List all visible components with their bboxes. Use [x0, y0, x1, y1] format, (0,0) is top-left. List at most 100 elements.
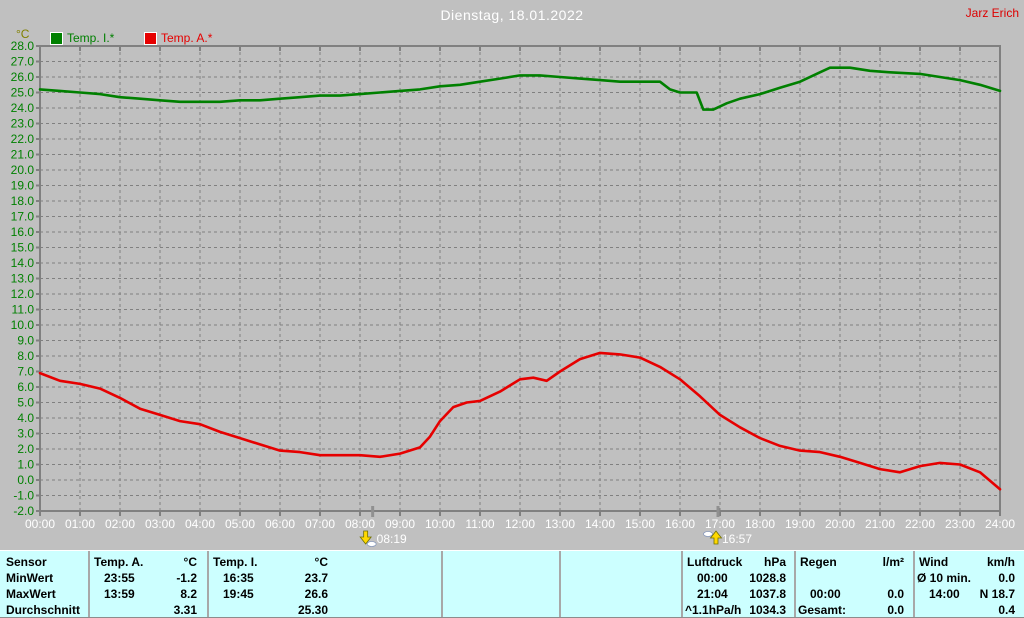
temperature-line-chart: 28.0 27.026.0 25.024.0 23.022.0 21.020.0 19.0…	[11, 39, 1015, 547]
x-tick-label: 18:00	[745, 517, 775, 531]
row-label-maxwert: MaxWert	[6, 587, 56, 601]
x-tick-label: 21:00	[865, 517, 895, 531]
table-row-labels-column: Sensor MinWert MaxWert Durchschnitt	[6, 551, 86, 617]
y-tick-label: 11.0	[12, 303, 35, 317]
y-tick-label: 20.0	[11, 163, 35, 177]
sun-icon	[703, 531, 713, 537]
regen-unit: l/m²	[882, 555, 904, 569]
temp-a-header: Temp. A.	[94, 555, 144, 569]
luftdruck-min-time: 00:00	[697, 571, 728, 585]
y-tick-label: 4.0	[17, 411, 34, 425]
row-label-minwert: MinWert	[6, 571, 54, 585]
y-tick-label: 28.0	[11, 39, 35, 53]
sun-marker-time: 16:57	[722, 532, 752, 546]
y-tick-label: 3.0	[17, 427, 34, 441]
y-tick-label: 21.0	[11, 148, 35, 162]
luftdruck-header: Luftdruck	[687, 555, 743, 569]
y-tick-label: 2.0	[17, 442, 34, 456]
y-tick-label: -2.0	[13, 504, 34, 518]
page-title: Dienstag, 18.01.2022	[440, 7, 584, 23]
luftdruck-min-value: 1028.8	[749, 571, 786, 585]
y-tick-label: 26.0	[11, 70, 35, 84]
temp-i-unit: °C	[314, 555, 328, 569]
table-separator	[441, 551, 443, 617]
temp-i-header: Temp. I.	[213, 555, 258, 569]
x-tick-label: 20:00	[825, 517, 855, 531]
table-column-wind: Wind km/h Ø 10 min. 0.0 14:00 N 18.7 0.4	[915, 551, 1020, 617]
luftdruck-current-value: 1034.3	[749, 603, 786, 617]
wind-header: Wind	[919, 555, 949, 569]
x-tick-label: 19:00	[785, 517, 815, 531]
luftdruck-unit: hPa	[763, 555, 786, 569]
x-tick-label: 03:00	[145, 517, 175, 531]
y-tick-label: 23.0	[11, 117, 35, 131]
regen-header: Regen	[800, 555, 837, 569]
wind-current-value: 0.4	[998, 603, 1015, 617]
x-tick-label: 15:00	[625, 517, 655, 531]
luftdruck-trend-label: ^1.1hPa/h	[685, 603, 742, 617]
y-tick-label: 7.0	[17, 365, 34, 379]
stats-table: Sensor MinWert MaxWert Durchschnitt Temp…	[0, 550, 1024, 618]
y-tick-label: 16.0	[11, 225, 35, 239]
x-tick-label: 06:00	[265, 517, 295, 531]
y-tick-label: 22.0	[11, 132, 35, 146]
regen-time: 00:00	[810, 587, 841, 601]
sun-marker-time: 08:19	[377, 532, 407, 546]
y-tick-label: -1.0	[13, 489, 34, 503]
x-tick-label: 08:00	[345, 517, 375, 531]
temp-i-max-time: 19:45	[223, 587, 254, 601]
temp-a-line	[38, 351, 1002, 491]
wind-max-time: 14:00	[929, 587, 960, 601]
luftdruck-max-value: 1037.8	[749, 587, 786, 601]
x-tick-label: 11:00	[465, 517, 494, 531]
legend-label-temp-a: Temp. A.*	[161, 31, 213, 45]
row-label-sensor: Sensor	[6, 555, 47, 569]
table-column-regen: Regen l/m² 00:00 0.0 Gesamt: 0.0	[796, 551, 909, 617]
legend-item-temp-a: Temp. A.*	[144, 31, 213, 45]
temp-i-max-value: 26.6	[304, 587, 328, 601]
y-tick-label: 25.0	[11, 86, 35, 100]
table-separator	[794, 551, 796, 617]
y-tick-label: 24.0	[11, 101, 35, 115]
x-tick-label: 09:00	[385, 517, 415, 531]
table-column-luftdruck: Luftdruck hPa 00:00 1028.8 21:04 1037.8 …	[683, 551, 791, 617]
wind-max-value: N 18.7	[979, 587, 1015, 601]
x-tick-label: 17:00	[705, 517, 735, 531]
x-tick-label: 04:00	[185, 517, 215, 531]
wind-unit: km/h	[986, 555, 1015, 569]
x-tick-label: 23:00	[945, 517, 975, 531]
y-tick-label: 9.0	[17, 334, 34, 348]
table-column-temp-a: Temp. A. °C 23:55 -1.2 13:59 8.2 3.31	[90, 551, 202, 617]
wind-avg-value: 0.0	[998, 571, 1015, 585]
x-tick-label: 01:00	[65, 517, 95, 531]
temp-i-swatch-icon	[50, 31, 63, 45]
temp-i-avg-value: 25.30	[297, 603, 328, 617]
luftdruck-max-time: 21:04	[697, 587, 728, 601]
x-tick-label: 22:00	[905, 517, 935, 531]
x-tick-label: 12:00	[505, 517, 535, 531]
table-separator	[207, 551, 209, 617]
temp-i-min-value: 23.7	[304, 571, 328, 585]
table-separator	[88, 551, 90, 617]
x-tick-label: 10:00	[425, 517, 455, 531]
owner-name: Jarz Erich	[965, 6, 1019, 20]
x-tick-label: 24:00	[985, 517, 1015, 531]
y-tick-label: 8.0	[17, 349, 34, 363]
table-separator	[681, 551, 683, 617]
regen-gesamt-value: 0.0	[887, 603, 904, 617]
row-label-durchschnitt: Durchschnitt	[6, 603, 81, 617]
temp-i-min-time: 16:35	[223, 571, 254, 585]
y-tick-label: 18.0	[11, 194, 35, 208]
y-tick-label: 17.0	[11, 210, 35, 224]
table-column-temp-i: Temp. I. °C 16:35 23.7 19:45 26.6 25.30	[209, 551, 333, 617]
plot-border	[39, 45, 1001, 512]
y-tick-label: 10.0	[11, 318, 35, 332]
table-separator	[913, 551, 915, 617]
y-tick-label: 5.0	[17, 396, 34, 410]
legend-item-temp-i: Temp. I.*	[50, 31, 114, 45]
sun-icon	[366, 541, 377, 547]
y-tick-label: 13.0	[11, 272, 35, 286]
sunrise-marker-icon	[359, 530, 372, 545]
temp-a-unit: °C	[183, 555, 197, 569]
